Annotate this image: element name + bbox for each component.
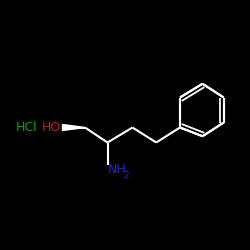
Text: NH: NH <box>108 163 126 176</box>
Text: HO: HO <box>42 121 61 134</box>
Text: HCl: HCl <box>16 121 37 134</box>
Text: 2: 2 <box>123 171 128 180</box>
Polygon shape <box>62 124 85 130</box>
